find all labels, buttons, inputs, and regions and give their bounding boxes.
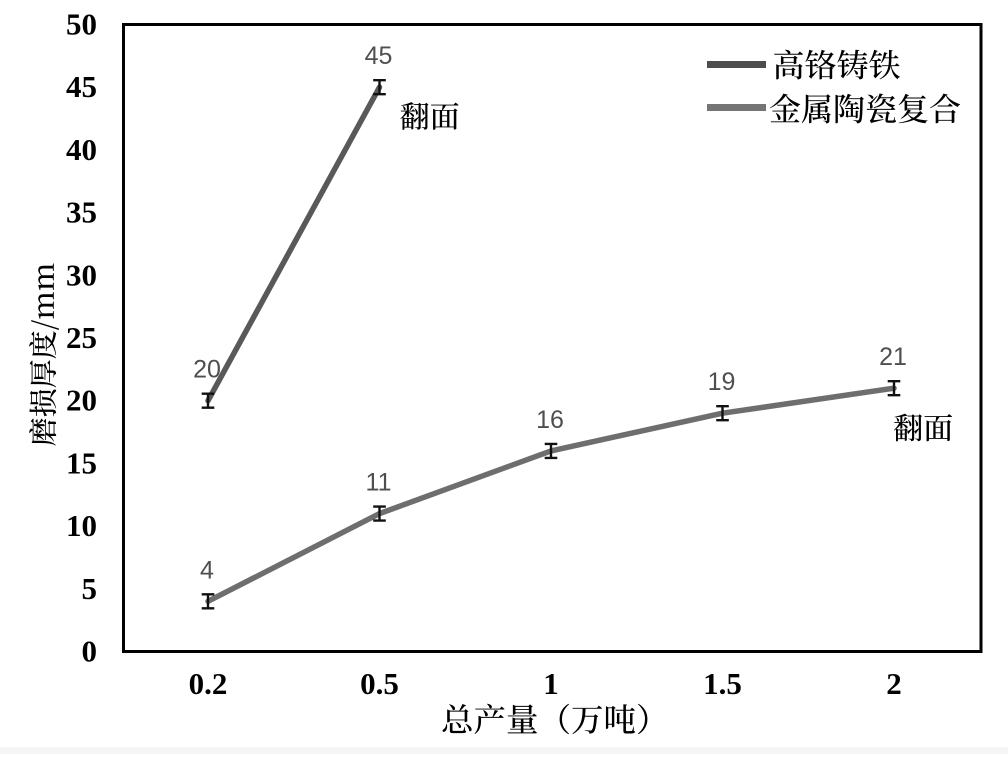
- svg-text:35: 35: [66, 195, 97, 230]
- svg-text:0.2: 0.2: [189, 666, 228, 701]
- svg-text:10: 10: [66, 508, 97, 543]
- svg-text:20: 20: [66, 383, 97, 418]
- svg-text:1: 1: [543, 666, 559, 701]
- svg-text:0: 0: [82, 634, 98, 669]
- svg-text:30: 30: [66, 257, 97, 292]
- svg-text:1.5: 1.5: [703, 666, 742, 701]
- svg-text:50: 50: [66, 7, 97, 42]
- svg-text:40: 40: [66, 132, 97, 167]
- svg-text:21: 21: [879, 343, 907, 371]
- svg-text:2: 2: [886, 666, 902, 701]
- svg-text:45: 45: [66, 69, 97, 104]
- svg-text:16: 16: [536, 406, 564, 434]
- svg-text:4: 4: [200, 556, 214, 584]
- svg-text:11: 11: [366, 469, 392, 497]
- svg-text:5: 5: [82, 571, 98, 606]
- svg-text:0.5: 0.5: [360, 666, 399, 701]
- svg-text:20: 20: [193, 356, 221, 384]
- svg-text:19: 19: [708, 368, 736, 396]
- svg-text:15: 15: [66, 445, 97, 480]
- svg-text:45: 45: [365, 42, 393, 70]
- svg-text:25: 25: [66, 320, 97, 355]
